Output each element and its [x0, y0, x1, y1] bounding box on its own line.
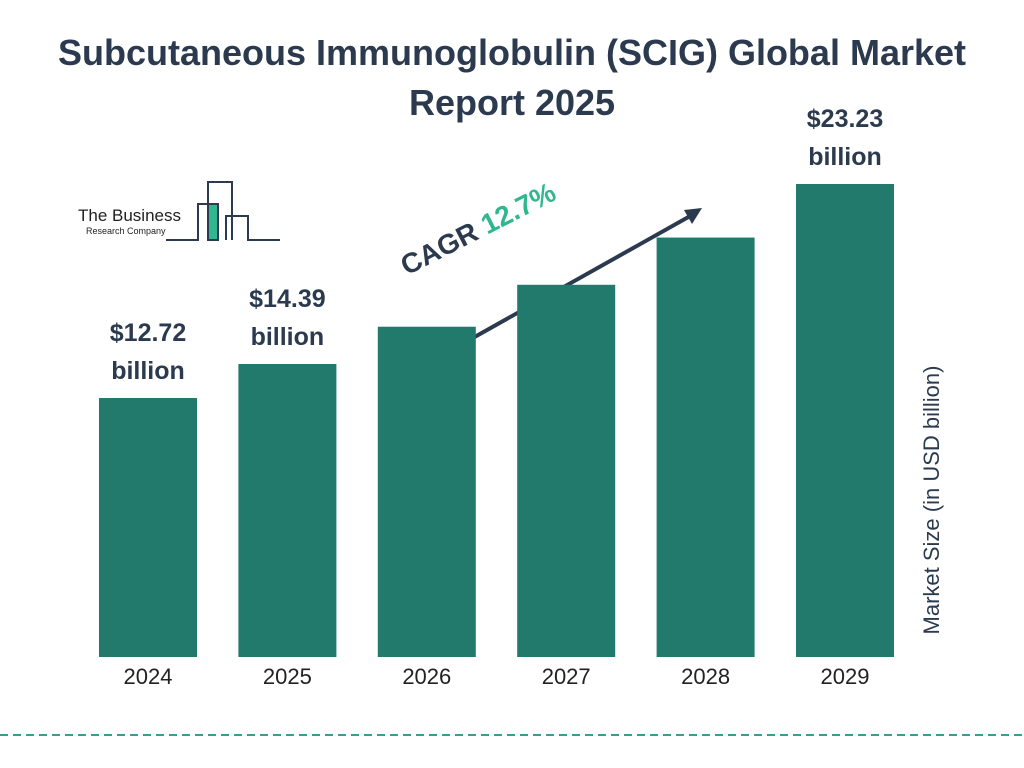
- data-label: $14.39 billion: [249, 285, 326, 351]
- x-tick-label: 2026: [402, 664, 452, 689]
- x-tick-label: 2027: [541, 664, 591, 689]
- y-axis-label: Market Size (in USD billion): [919, 365, 944, 635]
- cagr-arrowhead: [684, 208, 702, 224]
- bar: [517, 284, 616, 657]
- logo-text: The Business: [78, 206, 181, 225]
- data-label: $12.72 billion: [109, 319, 187, 386]
- x-tick-label: 2025: [262, 664, 312, 689]
- bar: [238, 363, 337, 657]
- x-tick-label: 2029: [820, 664, 870, 689]
- bar: [99, 398, 197, 657]
- x-tick-label: 2024: [123, 664, 173, 689]
- x-tick-label: 2028: [681, 664, 731, 689]
- bar: [796, 184, 894, 657]
- bar: [377, 326, 476, 657]
- data-label: $23.23 billion: [806, 105, 884, 171]
- logo-icon: [166, 181, 280, 241]
- bar: [656, 237, 755, 657]
- logo-subtext: Research Company: [86, 226, 166, 236]
- chart-title: Subcutaneous Immunoglobulin (SCIG) Globa…: [57, 32, 967, 123]
